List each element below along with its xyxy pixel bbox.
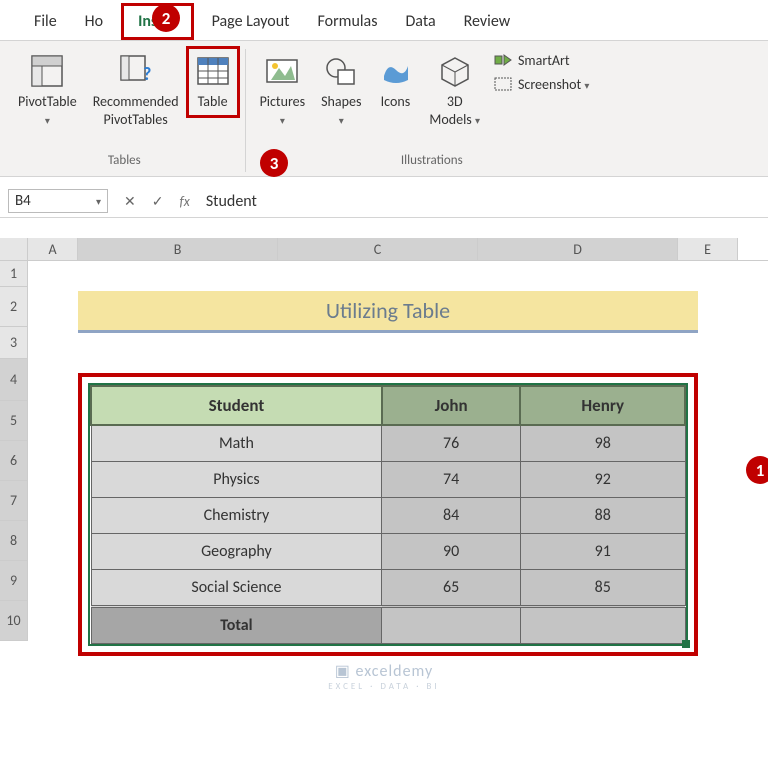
sheet-title: Utilizing Table bbox=[78, 291, 698, 333]
table-row: Chemistry8488 bbox=[91, 498, 685, 534]
watermark-sub: EXCEL · DATA · BI bbox=[0, 681, 768, 692]
callout-2: 2 bbox=[152, 4, 180, 32]
screenshot-icon bbox=[494, 75, 512, 93]
group-illustrations-label: Illustrations bbox=[401, 149, 463, 172]
formula-enter[interactable]: ✓ bbox=[144, 191, 172, 212]
cells-area[interactable]: Utilizing Table Student John Henry Math7… bbox=[28, 261, 768, 641]
callout-1: 1 bbox=[746, 456, 768, 484]
models3d-label: 3D Models ▾ bbox=[429, 93, 480, 129]
select-all-corner[interactable] bbox=[0, 238, 28, 260]
group-tables-label: Tables bbox=[108, 149, 141, 172]
pivottable-button[interactable]: PivotTable▾ bbox=[12, 49, 83, 133]
row-8[interactable]: 8 bbox=[0, 521, 28, 561]
app-window: File Ho 2 Insert Page Layout Formulas Da… bbox=[0, 0, 768, 692]
row-7[interactable]: 7 bbox=[0, 481, 28, 521]
formula-bar[interactable]: Student bbox=[198, 190, 768, 213]
selection-handle[interactable] bbox=[682, 640, 690, 648]
icons-button[interactable]: Icons bbox=[371, 49, 419, 115]
col-A[interactable]: A bbox=[28, 238, 78, 260]
icons-label: Icons bbox=[381, 93, 411, 111]
name-box-value: B4 bbox=[15, 192, 31, 210]
callout-3: 3 bbox=[260, 149, 288, 177]
data-table: Student John Henry Math7698 Physics7492 … bbox=[90, 385, 686, 644]
pictures-button[interactable]: Pictures▾ bbox=[254, 49, 312, 133]
name-box[interactable]: B4 ▾ bbox=[8, 189, 108, 213]
smartart-icon bbox=[494, 51, 512, 69]
table-row: Math7698 bbox=[91, 425, 685, 462]
tab-home[interactable]: Ho bbox=[71, 6, 117, 40]
tab-file[interactable]: File bbox=[20, 6, 71, 40]
row-3[interactable]: 3 bbox=[0, 327, 28, 359]
recommended-pivot-button[interactable]: ? Recommended PivotTables bbox=[87, 49, 185, 133]
row-6[interactable]: 6 bbox=[0, 441, 28, 481]
table-row: Geography9091 bbox=[91, 534, 685, 570]
pivottable-label: PivotTable▾ bbox=[18, 93, 77, 129]
tab-data[interactable]: Data bbox=[391, 6, 449, 40]
row-headers: 1 2 3 4 5 6 7 8 9 10 bbox=[0, 261, 28, 641]
row-9[interactable]: 9 bbox=[0, 561, 28, 601]
group-illustrations: Pictures▾ Shapes▾ Icons bbox=[246, 49, 618, 172]
shapes-label: Shapes▾ bbox=[321, 93, 361, 129]
column-headers: A B C D E bbox=[0, 238, 768, 261]
tab-page-layout[interactable]: Page Layout bbox=[198, 6, 304, 40]
recommended-pivot-label: Recommended PivotTables bbox=[93, 93, 179, 129]
pictures-label: Pictures▾ bbox=[260, 93, 306, 129]
pivottable-icon bbox=[29, 53, 65, 89]
selection-highlight: Student John Henry Math7698 Physics7492 … bbox=[78, 373, 698, 656]
col-D[interactable]: D bbox=[478, 238, 678, 260]
table-button[interactable]: Table bbox=[186, 46, 240, 118]
svg-text:?: ? bbox=[143, 63, 151, 85]
group-tables: PivotTable▾ ? Recommended PivotTables Ta… bbox=[4, 49, 246, 172]
th-henry: Henry bbox=[520, 386, 685, 425]
ribbon-body: PivotTable▾ ? Recommended PivotTables Ta… bbox=[0, 41, 768, 177]
th-student: Student bbox=[91, 386, 382, 425]
table-row: Social Science6585 bbox=[91, 570, 685, 607]
watermark: ▣ exceldemy EXCEL · DATA · BI bbox=[0, 661, 768, 692]
watermark-logo-icon: ▣ bbox=[335, 662, 356, 681]
models3d-icon bbox=[437, 53, 473, 89]
table-row: Physics7492 bbox=[91, 462, 685, 498]
col-B[interactable]: B bbox=[78, 238, 278, 260]
row-1[interactable]: 1 bbox=[0, 261, 28, 287]
smartart-button[interactable]: SmartArt bbox=[490, 49, 610, 71]
models3d-button[interactable]: 3D Models ▾ bbox=[423, 49, 486, 133]
table-total-row: Total bbox=[91, 607, 685, 644]
ribbon-tabs: File Ho 2 Insert Page Layout Formulas Da… bbox=[0, 0, 768, 41]
table-icon bbox=[195, 53, 231, 89]
row-5[interactable]: 5 bbox=[0, 401, 28, 441]
col-E[interactable]: E bbox=[678, 238, 738, 260]
tab-formulas[interactable]: Formulas bbox=[304, 6, 392, 40]
screenshot-button[interactable]: Screenshot ▾ bbox=[490, 73, 610, 95]
icons-icon bbox=[377, 53, 413, 89]
table-header-row: Student John Henry bbox=[91, 386, 685, 425]
row-4[interactable]: 4 bbox=[0, 359, 28, 401]
formula-cancel[interactable]: ✕ bbox=[116, 191, 144, 212]
table-label: Table bbox=[198, 93, 228, 111]
name-box-dropdown-icon: ▾ bbox=[96, 195, 101, 208]
screenshot-label: Screenshot ▾ bbox=[518, 76, 589, 93]
row-10[interactable]: 10 bbox=[0, 601, 28, 641]
fx-icon[interactable]: fx bbox=[171, 193, 197, 210]
th-john: John bbox=[382, 386, 521, 425]
shapes-button[interactable]: Shapes▾ bbox=[315, 49, 367, 133]
formula-bar-row: B4 ▾ ✕ ✓ fx Student bbox=[0, 185, 768, 218]
col-C[interactable]: C bbox=[278, 238, 478, 260]
pictures-icon bbox=[264, 53, 300, 89]
smartart-label: SmartArt bbox=[518, 52, 570, 69]
shapes-icon bbox=[323, 53, 359, 89]
spreadsheet-grid: A B C D E 1 2 3 4 5 6 7 8 9 10 Utilizing… bbox=[0, 238, 768, 641]
tab-review[interactable]: Review bbox=[450, 6, 525, 40]
recommended-pivot-icon: ? bbox=[118, 53, 154, 89]
row-2[interactable]: 2 bbox=[0, 287, 28, 327]
